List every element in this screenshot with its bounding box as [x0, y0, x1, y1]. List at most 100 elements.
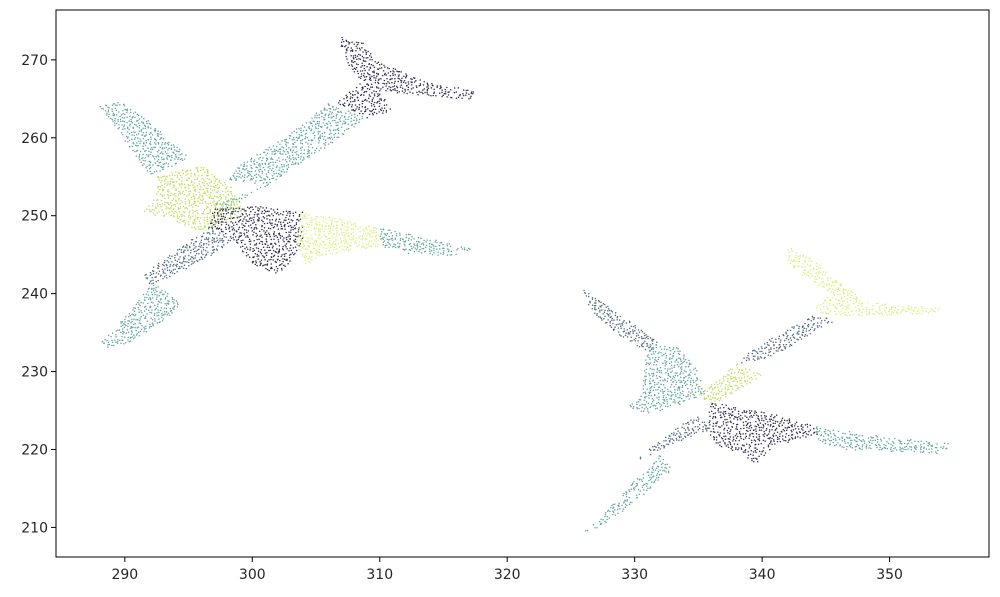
data-point [144, 157, 146, 159]
data-point [115, 341, 117, 343]
data-point [226, 210, 228, 212]
data-point [125, 135, 128, 138]
data-point [694, 391, 697, 394]
data-point [161, 148, 164, 150]
data-point [293, 240, 296, 243]
data-point [191, 256, 194, 258]
data-point [357, 91, 359, 93]
data-point [138, 157, 140, 159]
data-point [760, 453, 762, 455]
data-point [300, 161, 302, 164]
data-point [791, 437, 793, 439]
data-point [120, 331, 122, 334]
data-point [261, 254, 264, 257]
data-point [152, 279, 154, 281]
data-point [203, 182, 205, 184]
data-point [311, 256, 313, 258]
data-point [832, 288, 834, 290]
data-point [155, 307, 157, 309]
data-point [754, 440, 757, 442]
data-point [177, 199, 180, 201]
data-point [232, 224, 235, 226]
data-point [121, 321, 124, 323]
data-point [698, 393, 701, 396]
data-point [132, 142, 135, 145]
data-point [127, 323, 129, 325]
data-point [170, 205, 173, 207]
data-point [358, 118, 361, 121]
data-point [596, 314, 598, 317]
data-point [662, 396, 665, 399]
data-point [152, 202, 154, 205]
data-point [667, 390, 669, 393]
data-point [192, 262, 194, 265]
data-point [201, 212, 204, 215]
data-point [753, 349, 755, 351]
data-point [154, 127, 157, 130]
data-point [389, 70, 392, 73]
data-point [829, 304, 831, 307]
data-point [123, 105, 126, 107]
data-point [619, 323, 621, 325]
data-point [388, 82, 391, 84]
data-point [111, 104, 114, 107]
data-point [268, 233, 271, 236]
data-point [253, 213, 256, 216]
data-point [649, 382, 652, 384]
data-point [345, 96, 348, 99]
data-point [181, 184, 183, 186]
data-point [347, 46, 349, 49]
data-point [706, 390, 709, 393]
data-point [781, 438, 784, 440]
data-point [281, 146, 283, 148]
data-point [216, 191, 218, 194]
data-point [188, 200, 191, 202]
data-point [281, 269, 283, 271]
data-point [866, 313, 868, 315]
data-point [166, 269, 169, 272]
data-point [712, 412, 715, 415]
data-point [367, 84, 370, 87]
data-point [243, 228, 246, 231]
data-point [370, 86, 372, 88]
data-point [866, 306, 868, 309]
data-point [202, 212, 205, 215]
data-point [161, 194, 163, 196]
data-point [368, 245, 370, 247]
data-point [723, 427, 726, 430]
data-point [308, 255, 311, 258]
data-point [155, 140, 157, 142]
data-point [743, 372, 745, 374]
data-point [344, 118, 347, 121]
data-point [722, 440, 725, 442]
data-point [670, 383, 673, 386]
data-point [196, 212, 199, 214]
data-point [246, 215, 249, 217]
data-point [391, 235, 394, 237]
data-point [159, 170, 161, 172]
data-point [306, 222, 308, 224]
data-point [178, 261, 181, 264]
data-point [636, 332, 638, 335]
data-point [146, 122, 148, 125]
data-point [324, 253, 327, 255]
data-point [824, 299, 827, 302]
data-point [314, 257, 317, 259]
data-point [327, 237, 330, 239]
data-point [301, 142, 304, 145]
data-point [178, 197, 180, 200]
data-point [677, 365, 680, 368]
data-point [734, 385, 737, 387]
data-point [781, 424, 784, 426]
data-point [259, 179, 262, 182]
data-point [282, 214, 284, 216]
data-point [198, 220, 201, 223]
data-point [470, 95, 472, 97]
data-point [351, 41, 353, 43]
data-point [828, 302, 831, 305]
data-point [709, 424, 711, 426]
data-point [858, 310, 861, 313]
data-point [748, 427, 750, 429]
data-point [145, 149, 147, 152]
data-point [282, 168, 284, 171]
